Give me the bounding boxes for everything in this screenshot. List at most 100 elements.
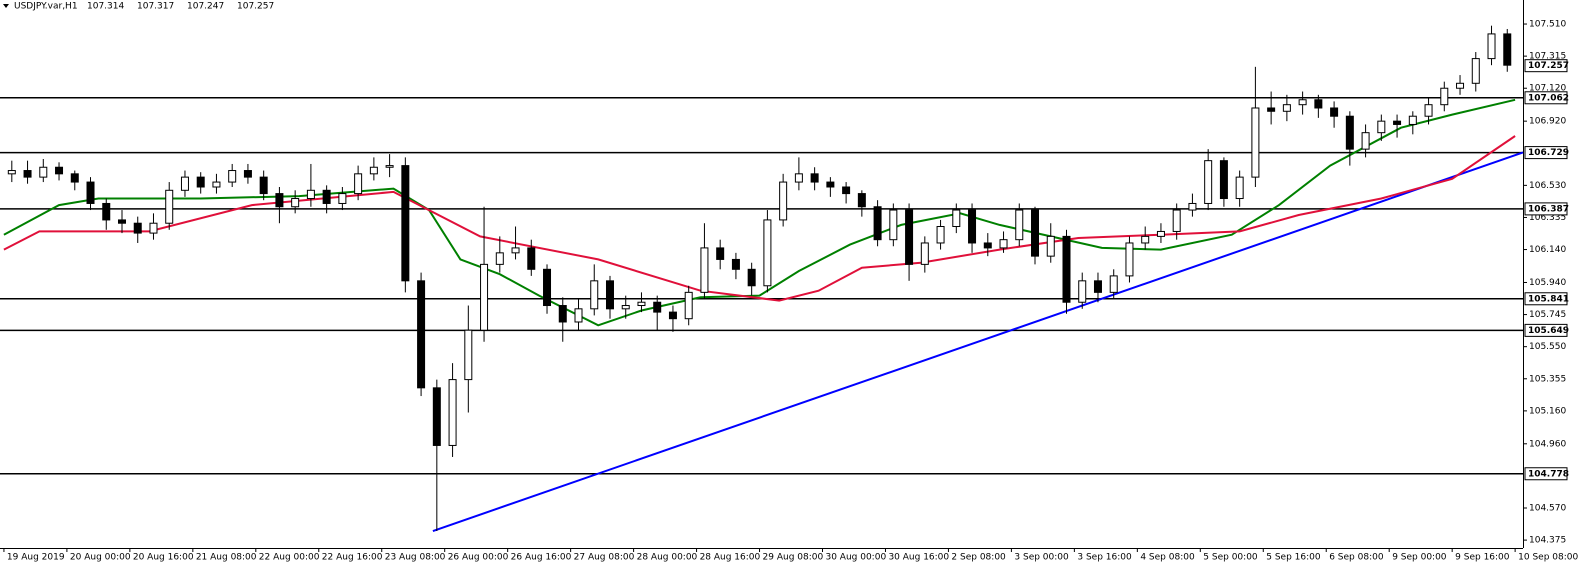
- x-tick-label: 6 Sep 08:00: [1329, 553, 1384, 563]
- candle-body: [590, 280, 599, 310]
- level-label: 106.387: [1528, 204, 1569, 214]
- x-tick-label: 9 Sep 16:00: [1455, 553, 1510, 563]
- candle-body: [117, 219, 126, 224]
- candle-body: [842, 186, 851, 195]
- candle-body: [621, 305, 630, 310]
- candle-body: [1141, 235, 1150, 244]
- header-low: 107.247: [187, 2, 224, 12]
- level-label: 104.778: [1528, 469, 1569, 479]
- level-label-box: [1524, 202, 1568, 216]
- candle-body: [527, 247, 536, 270]
- level-label-box: [1524, 323, 1568, 337]
- candle-body: [1282, 104, 1291, 112]
- candle-body: [180, 176, 189, 191]
- candle-body: [1109, 275, 1118, 293]
- y-tick-label: 107.315: [1529, 52, 1566, 62]
- level-label: 107.062: [1528, 93, 1569, 103]
- candle-body: [480, 263, 489, 331]
- candle-body: [417, 280, 426, 389]
- candle-body: [1172, 209, 1181, 232]
- candle-body: [1046, 235, 1055, 257]
- candle-body: [1314, 99, 1323, 109]
- candle-body: [70, 173, 79, 183]
- candle-body: [354, 173, 363, 195]
- header-open: 107.314: [87, 2, 124, 12]
- moving-average: [3, 98, 1516, 327]
- candle-body: [1078, 280, 1087, 303]
- candle-body: [1377, 120, 1386, 134]
- candle-body: [228, 170, 237, 183]
- candle-body: [1440, 87, 1449, 106]
- candle-body: [983, 242, 992, 249]
- candle-body: [149, 222, 158, 234]
- y-tick-label: 105.550: [1529, 342, 1566, 352]
- candle-body: [1219, 160, 1228, 200]
- candle-body: [716, 247, 725, 260]
- x-tick-label: 2 Sep 08:00: [951, 553, 1006, 563]
- x-tick-label: 20 Aug 16:00: [133, 553, 194, 563]
- candle-body: [1298, 99, 1307, 106]
- y-tick-label: 106.140: [1529, 245, 1566, 255]
- level-label: 106.729: [1528, 148, 1569, 158]
- y-tick-label: 107.120: [1529, 84, 1566, 94]
- candle-body: [605, 280, 614, 310]
- candle-body: [385, 165, 394, 168]
- trendline: [432, 151, 1524, 532]
- x-tick-label: 28 Aug 16:00: [700, 553, 761, 563]
- symbol: USDJPY.var,H1: [14, 2, 78, 12]
- candle-body: [102, 202, 111, 221]
- header-high: 107.317: [137, 2, 174, 12]
- candle-body: [637, 301, 646, 307]
- x-tick-label: 23 Aug 08:00: [385, 553, 446, 563]
- header-close: 107.257: [237, 2, 274, 12]
- level-label-box: [1524, 91, 1568, 105]
- candle-body: [1487, 33, 1496, 60]
- candle-body: [1471, 58, 1480, 84]
- candle-body: [968, 209, 977, 244]
- candle-body: [1361, 132, 1370, 150]
- candle-body: [920, 242, 929, 265]
- x-tick-label: 5 Sep 16:00: [1266, 553, 1321, 563]
- candle-body: [401, 165, 410, 282]
- candle-body: [810, 173, 819, 183]
- candle-body: [1015, 209, 1024, 241]
- candle-body: [495, 252, 504, 265]
- price-label: 107.257: [1528, 61, 1569, 71]
- candle-body: [432, 387, 441, 446]
- x-tick-label: 26 Aug 00:00: [448, 553, 509, 563]
- candle-body: [1330, 107, 1339, 117]
- candle-body: [259, 176, 268, 195]
- level-label: 105.649: [1528, 326, 1569, 336]
- x-tick-label: 3 Sep 00:00: [1014, 553, 1069, 563]
- x-tick-label: 4 Sep 08:00: [1140, 553, 1195, 563]
- candle-body: [86, 181, 95, 204]
- candle-body: [952, 209, 961, 228]
- x-tick-label: 10 Sep 08:00: [1518, 553, 1578, 563]
- y-tick-label: 106.920: [1529, 117, 1566, 127]
- y-tick-label: 106.530: [1529, 181, 1566, 191]
- candle-body: [936, 226, 945, 244]
- level-label-box: [1524, 467, 1568, 481]
- x-tick-label: 22 Aug 16:00: [322, 553, 383, 563]
- candle-body: [1156, 230, 1165, 237]
- candle-body: [1408, 115, 1417, 125]
- x-tick-label: 9 Sep 00:00: [1392, 553, 1447, 563]
- candle-body: [133, 222, 142, 234]
- candle-body: [39, 166, 48, 178]
- candle-body: [1456, 82, 1465, 89]
- y-tick-label: 106.335: [1529, 213, 1566, 223]
- candle-body: [275, 193, 284, 208]
- x-tick-label: 3 Sep 16:00: [1077, 553, 1132, 563]
- y-tick-label: 105.355: [1529, 374, 1566, 384]
- candle-body: [543, 268, 552, 307]
- x-tick-label: 5 Sep 00:00: [1203, 553, 1258, 563]
- candle-body: [873, 206, 882, 241]
- candle-body: [684, 291, 693, 320]
- candle-body: [1125, 242, 1134, 277]
- x-tick-label: 19 Aug 2019: [7, 553, 65, 563]
- candle-body: [7, 170, 16, 175]
- candle-body: [668, 311, 677, 320]
